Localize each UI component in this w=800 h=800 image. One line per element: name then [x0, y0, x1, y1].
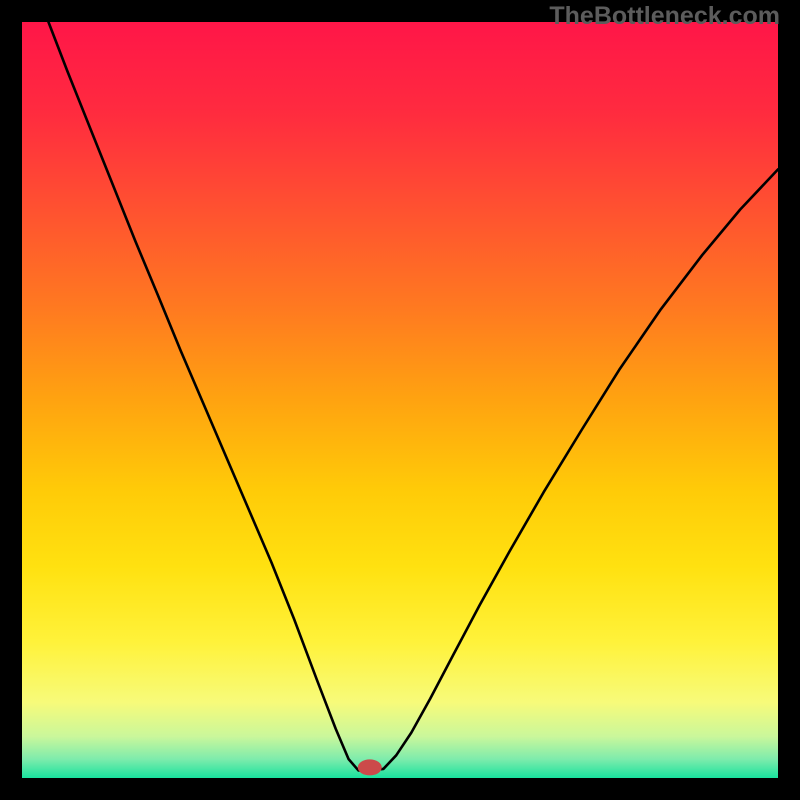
chart-frame: TheBottleneck.com [0, 0, 800, 800]
bottleneck-chart [0, 0, 800, 800]
chart-background [22, 22, 778, 778]
optimal-point-marker [358, 759, 382, 775]
